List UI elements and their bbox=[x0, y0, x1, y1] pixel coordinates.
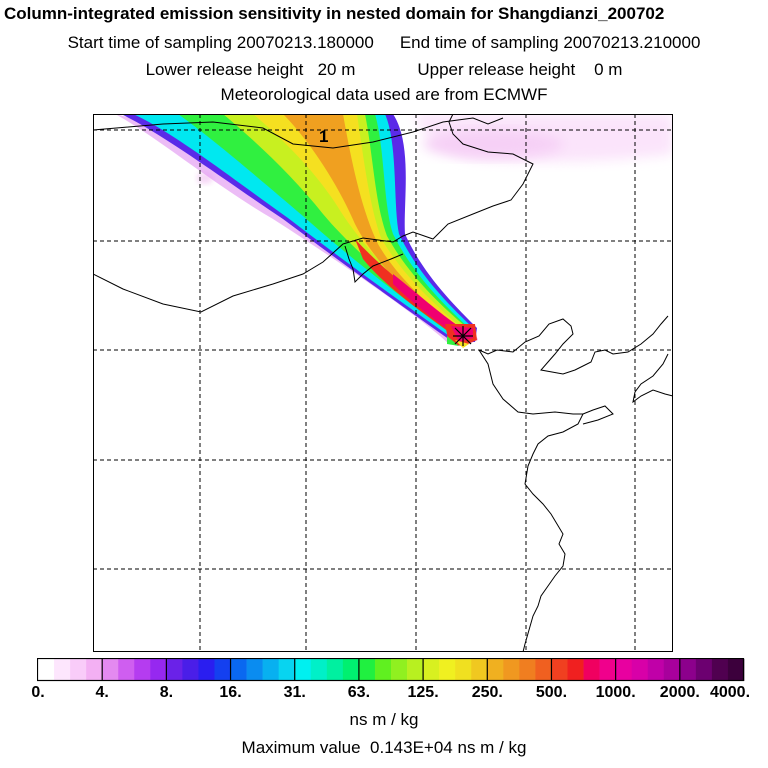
colorbar-tick-labels: 0. 4. 8. 16. 31. 63. 125. 250. 500. 1000. 2000. 400… bbox=[0, 684, 768, 706]
colorbar-cell bbox=[166, 659, 183, 681]
sensitivity-plume bbox=[115, 114, 673, 348]
contour-label: 1 bbox=[319, 127, 328, 146]
colorbar-cell bbox=[391, 659, 408, 681]
colorbar-dividers bbox=[101, 659, 681, 681]
colorbar-cell bbox=[583, 659, 600, 681]
colorbar-cell bbox=[423, 659, 440, 681]
colorbar-tick-label: 2000. bbox=[659, 684, 700, 701]
colorbar-cell bbox=[54, 659, 71, 681]
max-value: 0.143E+04 bbox=[370, 738, 453, 757]
colorbar-tick-label: 0. bbox=[31, 684, 45, 701]
colorbar-tick-label: 16. bbox=[219, 684, 242, 701]
colorbar-tick-label: 125. bbox=[407, 684, 439, 701]
colorbar-cell bbox=[70, 659, 87, 681]
colorbar-cell bbox=[647, 659, 665, 681]
colorbar-cell bbox=[262, 659, 279, 681]
lower-height-value: 20 m bbox=[317, 60, 356, 79]
colorbar-tick-label: 4. bbox=[95, 684, 109, 701]
colorbar-cell bbox=[326, 659, 344, 681]
maximum-value-line: Maximum value 0.143E+04 ns m / kg bbox=[0, 738, 768, 758]
colorbar-cell bbox=[471, 659, 488, 681]
receptor-star-icon bbox=[453, 326, 473, 346]
start-time-value: 20070213.180000 bbox=[236, 33, 374, 52]
colorbar-cells bbox=[38, 659, 745, 681]
upper-height-value: 0 m bbox=[594, 60, 623, 79]
met-data-line: Meteorological data used are from ECMWF bbox=[220, 85, 548, 104]
colorbar-cell bbox=[519, 659, 536, 681]
lat-lon-grid bbox=[93, 114, 673, 652]
colorbar-cell bbox=[503, 659, 520, 681]
colorbar-tick-label: 31. bbox=[283, 684, 306, 701]
colorbar-cell bbox=[439, 659, 456, 681]
colorbar-cell bbox=[86, 659, 103, 681]
map-panel: 1 bbox=[93, 114, 673, 652]
map-frame bbox=[93, 114, 673, 652]
colorbar-tick-label: 8. bbox=[159, 684, 174, 701]
colorbar-cell bbox=[358, 659, 376, 681]
colorbar-cell bbox=[198, 659, 215, 681]
colorbar-cell bbox=[487, 659, 504, 681]
colorbar-cell bbox=[294, 659, 312, 681]
start-time-label: Start time of sampling bbox=[67, 33, 232, 52]
colorbar-cell bbox=[663, 659, 681, 681]
colorbar-tick-label: 4000. bbox=[709, 684, 751, 701]
plot-title: Column-integrated emission sensitivity i… bbox=[4, 4, 665, 23]
colorbar-cell bbox=[695, 659, 713, 681]
sampling-times: Start time of sampling 20070213.180000 En… bbox=[0, 33, 768, 53]
colorbar bbox=[37, 658, 745, 682]
colorbar-cell bbox=[134, 659, 151, 681]
colorbar-cell bbox=[711, 659, 729, 681]
colorbar-cell bbox=[182, 659, 199, 681]
colorbar-cell bbox=[615, 659, 632, 681]
colorbar-cell bbox=[631, 659, 649, 681]
colorbar-cell bbox=[455, 659, 472, 681]
colorbar-cell bbox=[118, 659, 135, 681]
lower-height-label: Lower release height bbox=[145, 60, 304, 79]
colorbar-tick-label: 250. bbox=[471, 684, 503, 701]
coastlines-borders bbox=[93, 114, 673, 652]
colorbar-cell bbox=[551, 659, 568, 681]
release-heights: Lower release height 20 m Upper release h… bbox=[0, 60, 768, 80]
colorbar-cell bbox=[214, 659, 231, 681]
colorbar-cell bbox=[679, 659, 697, 681]
colorbar-cell bbox=[310, 659, 328, 681]
colorbar-frame bbox=[37, 658, 745, 682]
upper-height-label: Upper release height bbox=[417, 60, 576, 79]
colorbar-cell bbox=[102, 659, 119, 681]
max-value-unit: ns m / kg bbox=[457, 738, 527, 757]
colorbar-cell bbox=[150, 659, 167, 681]
colorbar-tick-label: 1000. bbox=[595, 684, 636, 701]
colorbar-cell bbox=[407, 659, 424, 681]
colorbar-tick-label: 500. bbox=[535, 684, 568, 701]
colorbar-cell bbox=[246, 659, 263, 681]
colorbar-cell bbox=[38, 659, 55, 681]
colorbar-cell bbox=[230, 659, 247, 681]
colorbar-cell bbox=[535, 659, 552, 681]
colorbar-cell bbox=[374, 659, 392, 681]
max-value-label: Maximum value bbox=[241, 738, 361, 757]
colorbar-cell bbox=[727, 659, 745, 681]
colorbar-cell bbox=[278, 659, 296, 681]
colorbar-tick-label: 63. bbox=[347, 684, 371, 701]
colorbar-cell bbox=[567, 659, 584, 681]
colorbar-cell bbox=[599, 659, 616, 681]
end-time-value: 20070213.210000 bbox=[563, 33, 701, 52]
colorbar-cell bbox=[342, 659, 360, 681]
end-time-label: End time of sampling bbox=[399, 33, 559, 52]
colorbar-unit: ns m / kg bbox=[349, 710, 419, 729]
